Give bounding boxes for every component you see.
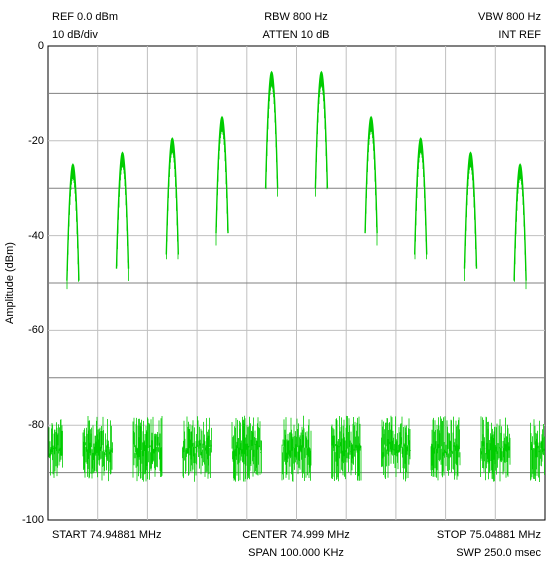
y-tick-label: -80 xyxy=(28,419,44,432)
peak-3 xyxy=(165,137,179,255)
rbw-label: RBW 800 Hz xyxy=(264,11,328,23)
ref-mode-label: INT REF xyxy=(498,29,541,41)
peak-9 xyxy=(463,151,478,269)
y-tick-label: 0 xyxy=(37,40,44,52)
peak-2 xyxy=(115,151,130,269)
y-tick-label: -60 xyxy=(28,324,44,337)
peak-1 xyxy=(66,163,80,281)
vbw-label: VBW 800 Hz xyxy=(478,11,541,23)
peak-10 xyxy=(513,163,527,281)
peak-7 xyxy=(364,115,378,234)
center-freq-label: CENTER 74.999 MHz xyxy=(242,529,350,541)
y-tick-label: -100 xyxy=(21,514,44,526)
y-tick-label: -40 xyxy=(28,229,44,242)
peak-8 xyxy=(414,137,428,255)
stop-freq-label: STOP 75.04881 MHz xyxy=(436,529,541,541)
scale-label: 10 dB/div xyxy=(52,29,98,41)
ref-level-label: REF 0.0 dBm xyxy=(52,11,119,23)
peak-5 xyxy=(264,70,279,189)
atten-label: ATTEN 10 dB xyxy=(262,29,330,41)
start-freq-label: START 74.94881 MHz xyxy=(52,529,162,541)
peak-6 xyxy=(314,70,329,189)
peak-4 xyxy=(215,115,229,234)
y-tick-label: -20 xyxy=(28,134,44,147)
sweep-time-label: SWP 250.0 msec xyxy=(456,547,541,559)
span-label: SPAN 100.000 KHz xyxy=(248,547,344,559)
